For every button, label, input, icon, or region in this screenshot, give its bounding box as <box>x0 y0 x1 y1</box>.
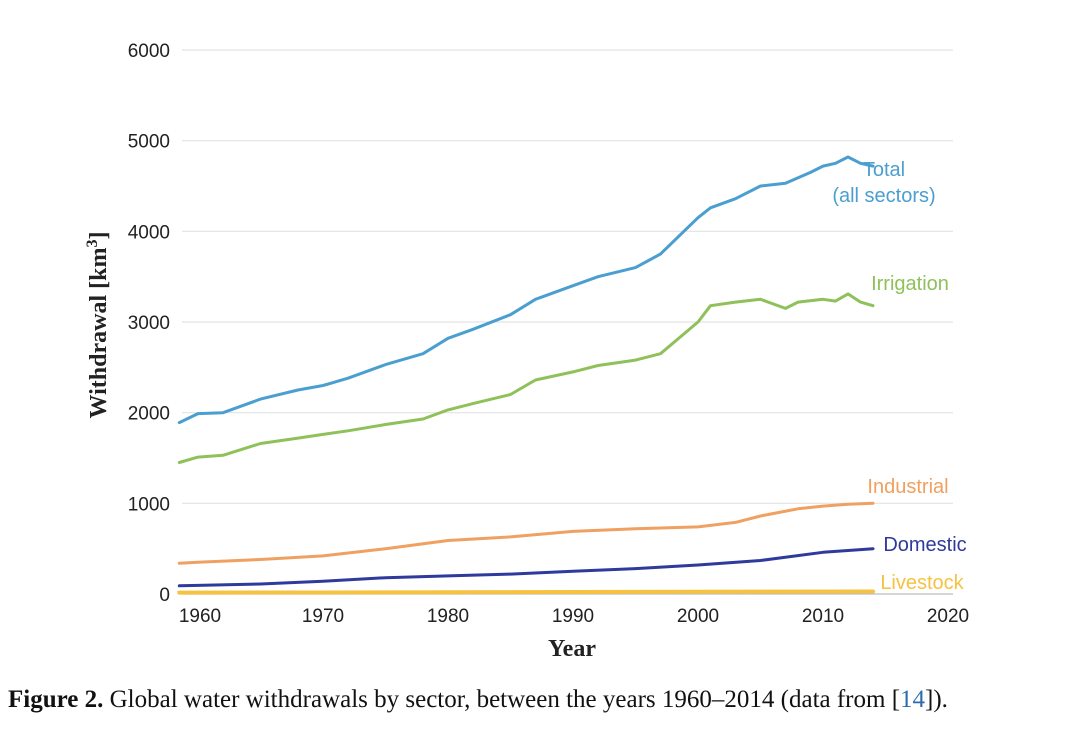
series-label-line: Industrial <box>867 476 948 498</box>
y-tick-label: 0 <box>159 585 170 606</box>
series-lines <box>177 155 875 595</box>
series-line-livestock <box>177 589 875 595</box>
series-line-irrigation <box>177 292 875 464</box>
x-tick-label: 2000 <box>677 606 719 627</box>
series-line-domestic <box>177 547 875 588</box>
x-tick-label: 1960 <box>179 606 221 627</box>
series-label-line: (all sectors) <box>832 185 935 207</box>
series-label-total: Total (all sectors) <box>832 159 935 207</box>
series-label-industrial: Industrial <box>867 476 948 498</box>
y-axis-title-end: ] <box>86 232 112 240</box>
series-label-line: Irrigation <box>871 273 949 295</box>
x-axis-ticks: 1960 1970 1980 1990 2000 2010 2020 <box>179 606 969 627</box>
y-axis-title: Withdrawal [km3] <box>84 232 112 419</box>
series-line-industrial <box>177 501 875 565</box>
series-label-line: Total <box>863 159 905 181</box>
series-labels: Total (all sectors) Irrigation Industrial Do… <box>832 159 966 594</box>
series-label-irrigation: Irrigation <box>871 273 949 295</box>
y-axis-ticks: 0 1000 2000 3000 4000 5000 6000 <box>128 41 170 606</box>
y-tick-label: 4000 <box>128 222 170 243</box>
y-tick-label: 5000 <box>128 132 170 153</box>
series-label-domestic: Domestic <box>883 534 966 556</box>
x-tick-label: 2020 <box>927 606 969 627</box>
series-label-line: Livestock <box>880 572 964 594</box>
series-label-livestock: Livestock <box>880 572 964 594</box>
series-line-total <box>177 155 875 425</box>
x-axis-title: Year <box>548 636 596 662</box>
y-tick-label: 2000 <box>128 404 170 425</box>
y-axis-title-main: Withdrawal [km <box>86 248 112 419</box>
y-tick-label: 3000 <box>128 313 170 334</box>
y-axis-title-sup: 3 <box>84 240 101 248</box>
caption-text-end: ]). <box>925 686 948 713</box>
x-tick-label: 1970 <box>302 606 344 627</box>
x-tick-label: 1990 <box>552 606 594 627</box>
grid-lines <box>182 49 953 595</box>
x-tick-label: 2010 <box>802 606 844 627</box>
y-tick-label: 6000 <box>128 41 170 62</box>
series-label-line: Domestic <box>883 534 966 556</box>
x-tick-label: 1980 <box>427 606 469 627</box>
figure-caption: Figure 2. Global water withdrawals by se… <box>8 686 948 714</box>
citation-link[interactable]: 14 <box>900 686 926 713</box>
figure-label: Figure 2. <box>8 686 104 713</box>
y-tick-label: 1000 <box>128 494 170 515</box>
caption-text: Global water withdrawals by sector, betw… <box>103 686 901 713</box>
